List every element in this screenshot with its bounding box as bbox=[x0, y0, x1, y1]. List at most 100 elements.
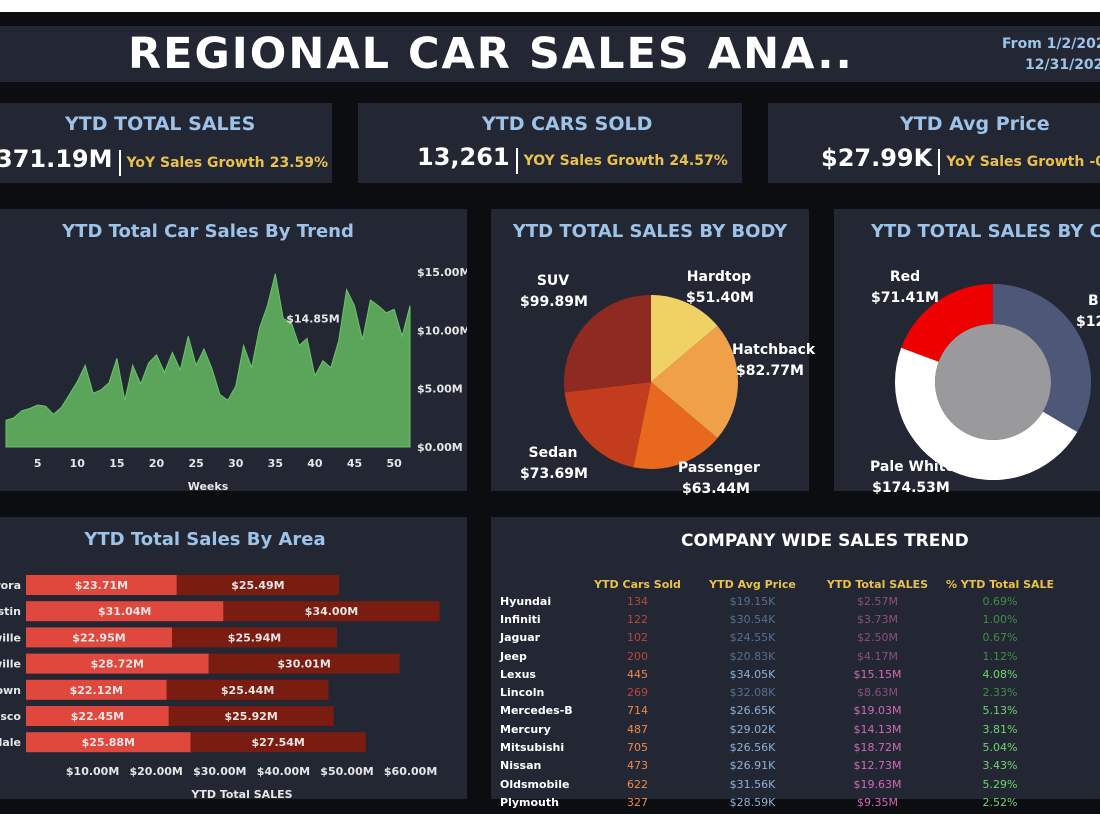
slice-value: $12 bbox=[1076, 314, 1100, 330]
kpi-row: 371.19M YoY Sales Growth 23.59% bbox=[0, 143, 329, 176]
category-label: asco bbox=[0, 710, 21, 723]
kpi-row: 13,261 YOY Sales Growth 24.57% bbox=[417, 141, 728, 174]
table-cell: 327 bbox=[627, 795, 648, 809]
table-cell: $15.15M bbox=[853, 667, 902, 681]
bar-segment-2 bbox=[223, 601, 440, 622]
kpi-row: $27.99K YoY Sales Growth -0.79% bbox=[821, 142, 1100, 175]
kpi-label: YTD CARS SOLD bbox=[482, 113, 653, 135]
table-cell: 0.67% bbox=[982, 631, 1018, 645]
table-cell: 5.04% bbox=[982, 741, 1018, 755]
table-cell: Jaguar bbox=[500, 631, 541, 645]
table-cell: 2.33% bbox=[982, 686, 1018, 700]
table-cell: 473 bbox=[627, 759, 648, 773]
bar-label: $22.95M bbox=[72, 631, 125, 644]
kpi-separator bbox=[515, 147, 518, 174]
category-label: wille bbox=[0, 631, 21, 644]
bar-segment-2 bbox=[176, 575, 339, 595]
pie-slice-hardtop bbox=[651, 295, 718, 382]
table-cell: $8.63M bbox=[857, 686, 898, 700]
bar-label: $25.49M bbox=[231, 579, 284, 592]
table-cell: $19.15K bbox=[729, 594, 776, 608]
y-tick-label: $10.00M bbox=[417, 324, 467, 337]
pie-label-sedan: Sedan $73.69M bbox=[520, 443, 588, 485]
table-cell: Oldsmobile bbox=[500, 777, 570, 791]
column-header: YTD Total SALES bbox=[826, 577, 929, 591]
x-tick-label: 35 bbox=[268, 457, 283, 470]
table-cell: $20.83K bbox=[729, 649, 776, 663]
pie-slice-sedan bbox=[564, 382, 651, 468]
table-cell: $32.08K bbox=[729, 686, 776, 700]
table-cell: 134 bbox=[627, 594, 648, 608]
kpi-value: $27.99K bbox=[821, 144, 933, 172]
slice-name: Hatchback bbox=[732, 342, 816, 358]
slice-name: Red bbox=[889, 269, 921, 285]
bar-segment-2 bbox=[190, 732, 366, 753]
x-tick-label: 20 bbox=[149, 457, 165, 470]
table-cell: 5.29% bbox=[982, 777, 1018, 791]
slice-name: Pale White bbox=[870, 459, 955, 475]
x-tick-label: 45 bbox=[347, 457, 362, 470]
x-tick-label: $50.00M bbox=[320, 765, 373, 778]
slice-value: $51.40M bbox=[686, 290, 754, 306]
table-cell: $2.57M bbox=[857, 594, 898, 608]
table-header: YTD Cars Sold YTD Avg Price YTD Total SALE… bbox=[500, 576, 1055, 592]
sales-trend-table: YTD Cars Sold YTD Avg Price YTD Total SALE… bbox=[500, 576, 1055, 812]
bar-label: $28.72M bbox=[91, 658, 144, 671]
x-tick-label: 15 bbox=[109, 457, 124, 470]
bar-label: $22.12M bbox=[70, 684, 123, 697]
kpi-value: 13,261 bbox=[417, 143, 510, 171]
x-tick-label: $10.00M bbox=[66, 765, 119, 778]
table-cell: Lincoln bbox=[500, 686, 545, 700]
bar-segment-2 bbox=[166, 679, 329, 700]
category-label: own bbox=[0, 684, 21, 697]
table-row: Lexus 445 $34.05K $15.15M 4.08% bbox=[500, 665, 1055, 683]
bar-segment-1 bbox=[26, 627, 172, 648]
donut-slice-b bbox=[993, 284, 1092, 432]
slice-name: Sedan bbox=[528, 445, 578, 461]
table-row: Oldsmobile 622 $31.56K $19.63M 5.29% bbox=[500, 775, 1055, 793]
area-bar-title: YTD Total Sales By Area bbox=[84, 529, 326, 550]
table-cell: $26.56K bbox=[729, 741, 776, 755]
bar-label: $25.94M bbox=[228, 631, 281, 644]
kpi-growth-label: YoY Sales Growth bbox=[126, 155, 265, 171]
slice-name: Hardtop bbox=[686, 269, 752, 285]
category-label: stin bbox=[0, 605, 21, 618]
table-cell: $26.91K bbox=[729, 759, 776, 773]
area-bar-chart: $23.71M $25.49M rora $31.04M $34.00M stin $22.… bbox=[0, 575, 440, 799]
kpi-value: 371.19M bbox=[0, 145, 113, 173]
trend-chart-title: YTD Total Car Sales By Trend bbox=[62, 221, 354, 242]
donut-label-red: Red $71.41M bbox=[870, 267, 940, 309]
table-cell: 122 bbox=[627, 612, 648, 626]
pie-slice-hatchback bbox=[651, 325, 739, 439]
color-donut-title: YTD TOTAL SALES BY COLO bbox=[871, 221, 1100, 242]
table-cell: Infiniti bbox=[500, 612, 541, 626]
bar-segment-1 bbox=[26, 679, 167, 700]
table-cell: 622 bbox=[627, 777, 648, 791]
x-tick-label: 40 bbox=[307, 457, 323, 470]
table-cell: 0.69% bbox=[982, 594, 1018, 608]
donut-label-b: B $12 bbox=[1076, 291, 1100, 333]
kpi-growth-value: 23.59% bbox=[269, 155, 329, 171]
pie-label-suv: SUV $99.89M bbox=[520, 271, 588, 313]
kpi-label: YTD Avg Price bbox=[900, 113, 1050, 135]
table-cell: $19.63M bbox=[853, 777, 902, 791]
table-cell: Lexus bbox=[500, 667, 536, 681]
kpi-separator bbox=[938, 148, 941, 175]
bar-label: $30.01M bbox=[277, 658, 330, 671]
table-cell: Mitsubishi bbox=[500, 741, 565, 755]
kpi-card-cars-sold: YTD CARS SOLD 13,261 YOY Sales Growth 24.… bbox=[358, 103, 742, 183]
donut-label-pale-white: Pale White $174.53M bbox=[870, 457, 955, 499]
table-cell: $30.54K bbox=[729, 612, 776, 626]
bar-label: $34.00M bbox=[305, 605, 358, 618]
sales-table-panel: COMPANY WIDE SALES TREND bbox=[491, 517, 1100, 799]
y-tick-label: $0.00M bbox=[417, 441, 463, 454]
kpi-card-avg-price: YTD Avg Price $27.99K YoY Sales Growth -0… bbox=[768, 103, 1100, 183]
table-row: Hyundai 134 $19.15K $2.57M 0.69% bbox=[500, 592, 1055, 610]
sales-table-title: COMPANY WIDE SALES TREND bbox=[681, 531, 969, 551]
table-row: Nissan 473 $26.91K $12.73M 3.43% bbox=[500, 757, 1055, 775]
table-row: Plymouth 327 $28.59K $9.35M 2.52% bbox=[500, 793, 1055, 811]
table-cell: Jeep bbox=[500, 649, 527, 663]
slice-value: $174.53M bbox=[872, 480, 950, 496]
table-cell: $12.73M bbox=[853, 759, 902, 773]
slice-name: B bbox=[1088, 293, 1099, 309]
